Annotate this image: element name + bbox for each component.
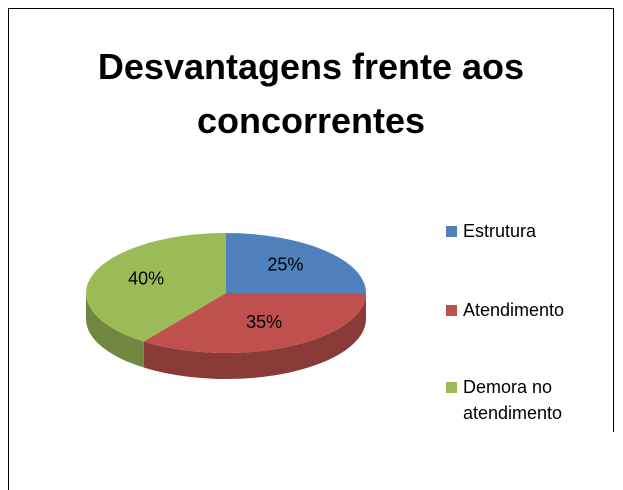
pie-slice (86, 233, 226, 342)
data-label: 25% (267, 254, 303, 274)
pie-slice (226, 233, 366, 293)
pie-slice (143, 293, 366, 354)
legend-label: Estrutura (463, 221, 537, 241)
legend-item: Estrutura (446, 218, 593, 244)
legend-label: Atendimento (463, 300, 565, 320)
pie-side (86, 293, 144, 368)
legend-swatch (446, 382, 457, 393)
legend-label: Demora no atendimento (463, 377, 563, 423)
pie-side (143, 293, 366, 379)
data-label: 35% (246, 312, 282, 332)
legend-item: Atendimento (446, 297, 593, 323)
legend-swatch (446, 226, 457, 237)
legend-item: Demora no atendimento (446, 374, 593, 426)
legend-swatch (446, 305, 457, 316)
chart-title: Desvantagens frente aos concorrentes (97, 46, 525, 141)
data-label: 40% (128, 269, 164, 289)
